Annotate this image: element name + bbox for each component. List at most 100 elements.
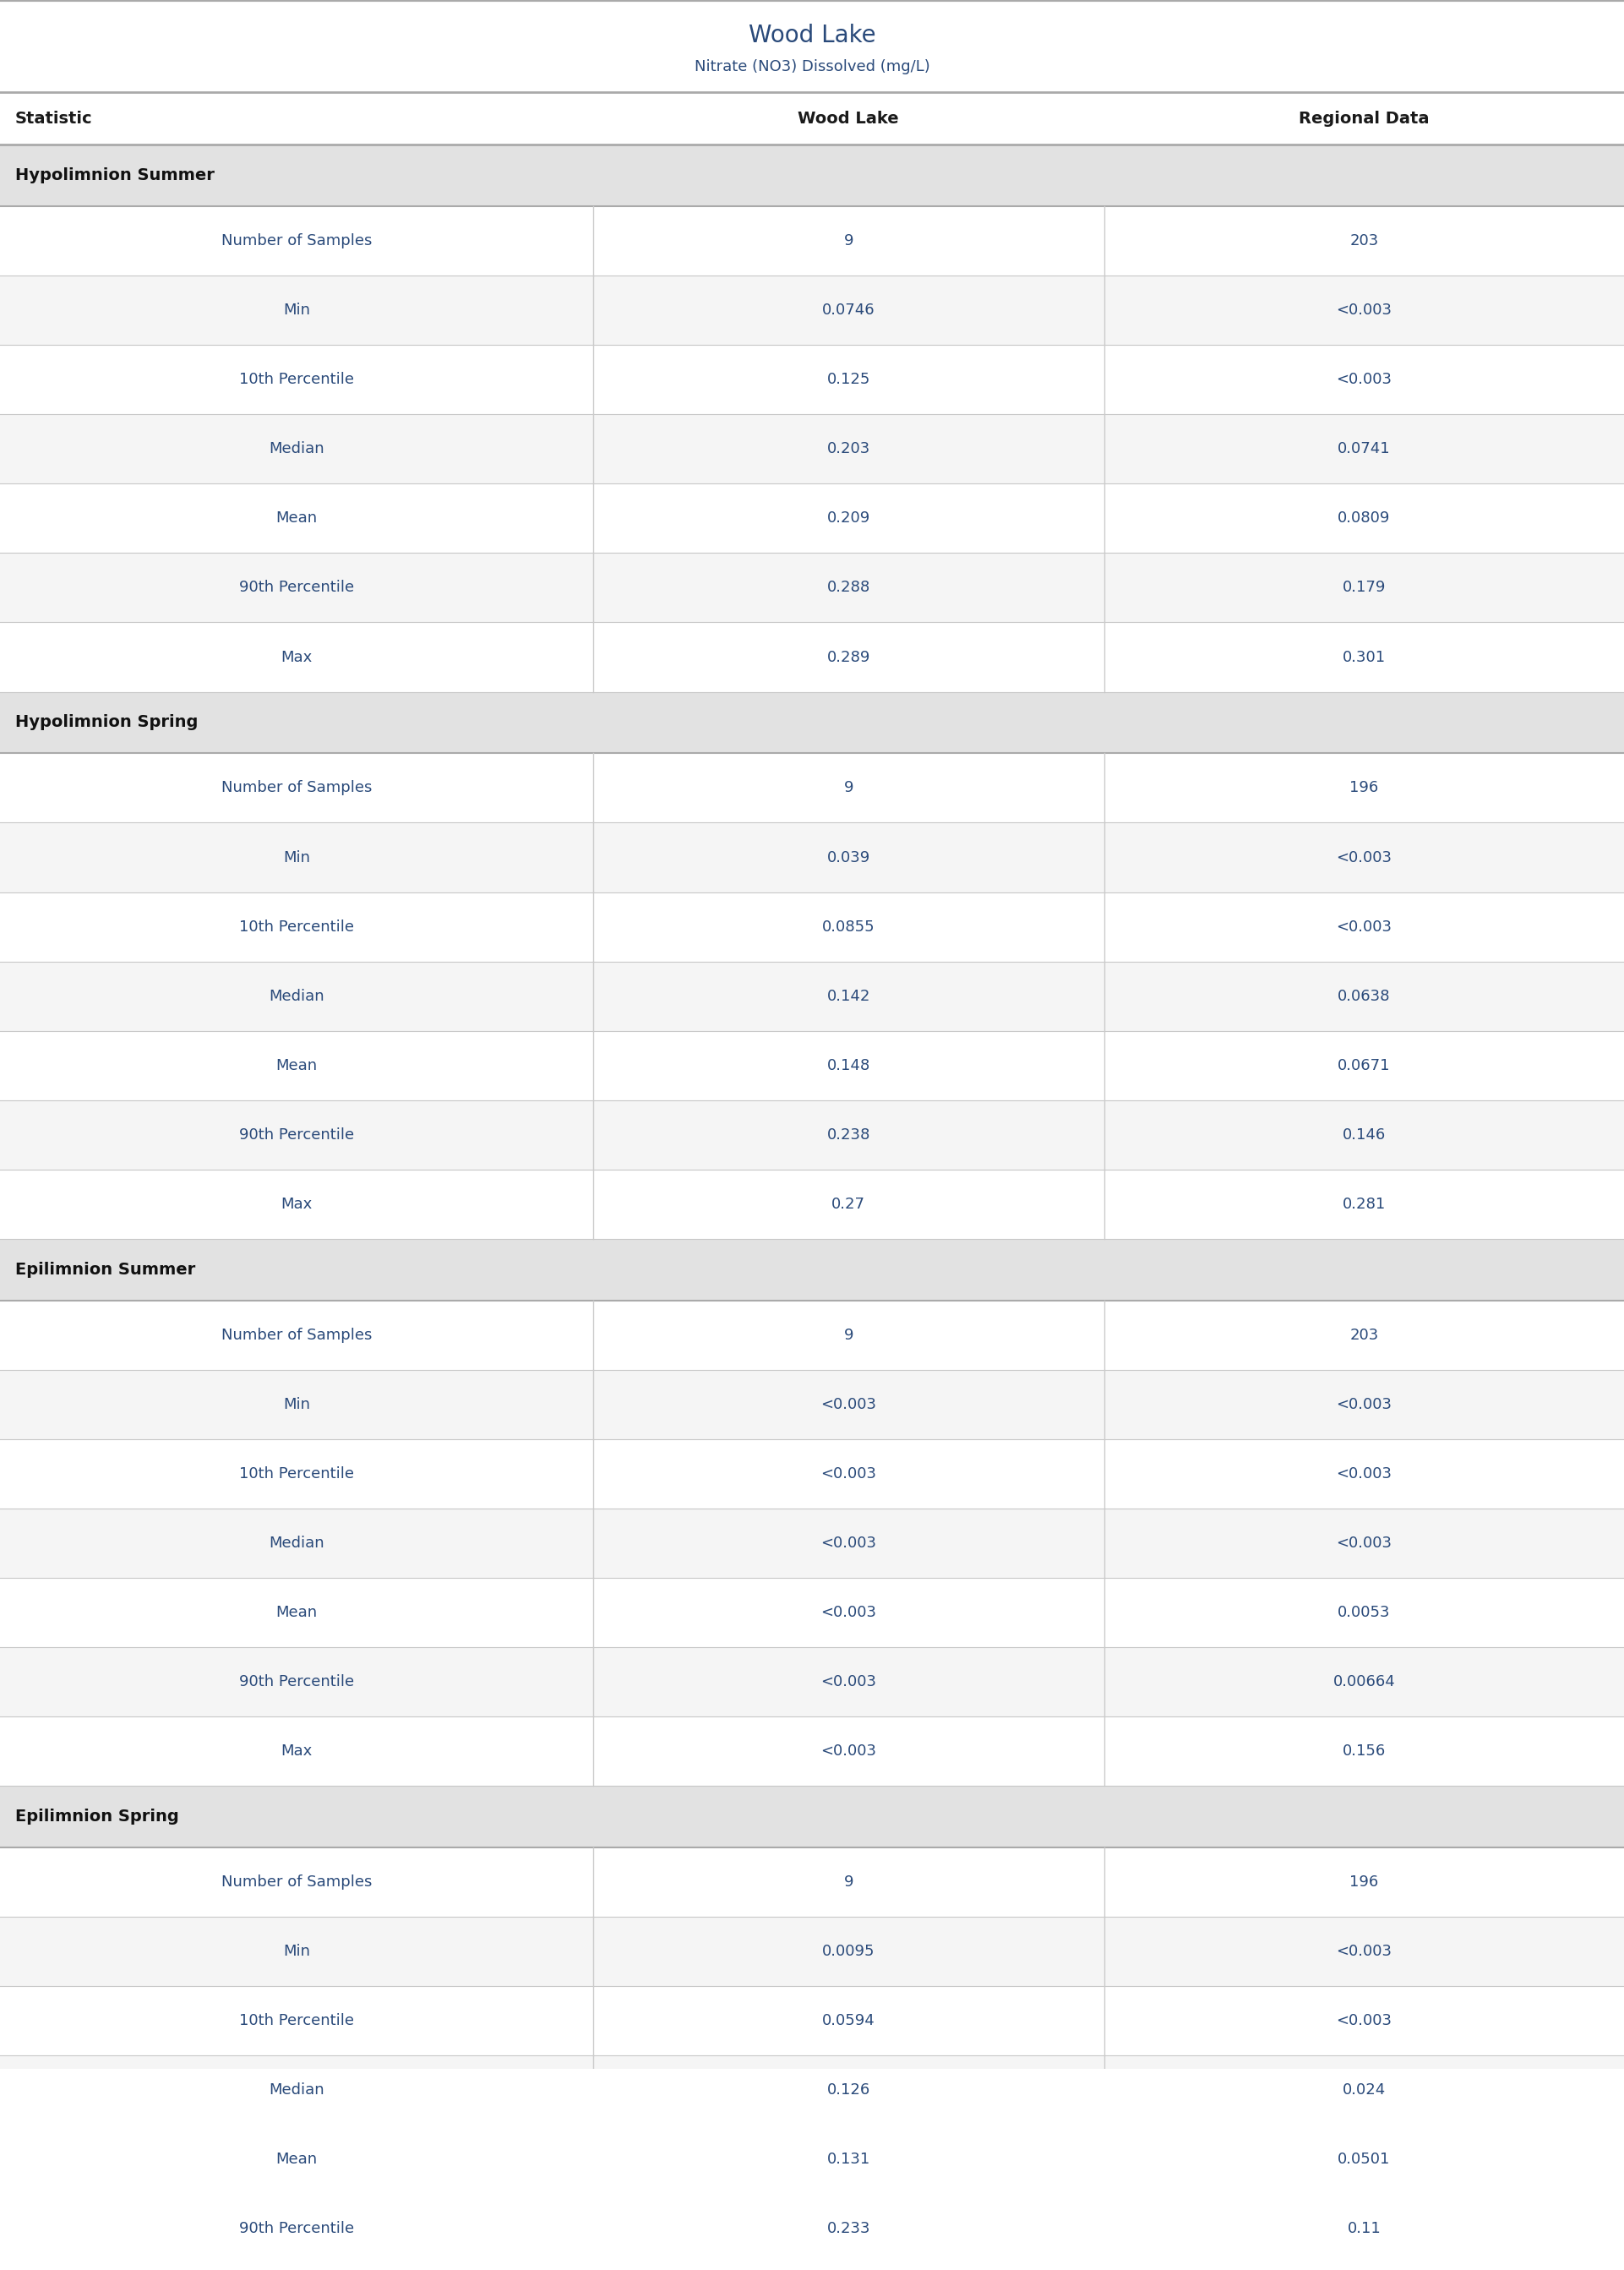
Text: Number of Samples: Number of Samples <box>221 781 372 797</box>
Bar <box>0 1786 1624 1848</box>
Text: 9: 9 <box>844 234 853 250</box>
Text: 0.146: 0.146 <box>1343 1128 1385 1142</box>
Text: 9: 9 <box>844 1328 853 1342</box>
Bar <box>0 1031 1624 1101</box>
Text: Hypolimnion Summer: Hypolimnion Summer <box>15 168 214 184</box>
Text: 0.289: 0.289 <box>827 649 870 665</box>
Bar <box>0 2054 1624 2125</box>
Text: Median: Median <box>268 440 325 456</box>
Bar <box>0 1507 1624 1578</box>
Text: 10th Percentile: 10th Percentile <box>239 2013 354 2027</box>
Text: 0.209: 0.209 <box>827 511 870 527</box>
Text: Min: Min <box>283 1943 310 1959</box>
Text: 0.131: 0.131 <box>827 2152 870 2168</box>
Text: <0.003: <0.003 <box>1337 849 1392 865</box>
Bar <box>0 554 1624 622</box>
Text: 0.024: 0.024 <box>1343 2082 1385 2097</box>
Text: 10th Percentile: 10th Percentile <box>239 372 354 388</box>
Bar <box>0 0 1624 93</box>
Text: 196: 196 <box>1350 1875 1379 1889</box>
Text: Max: Max <box>281 1743 312 1759</box>
Text: 0.11: 0.11 <box>1348 2220 1380 2236</box>
Text: <0.003: <0.003 <box>1337 372 1392 388</box>
Bar <box>0 1169 1624 1239</box>
Text: 0.00664: 0.00664 <box>1333 1673 1395 1689</box>
Text: Number of Samples: Number of Samples <box>221 1875 372 1889</box>
Bar <box>0 1239 1624 1301</box>
Text: 0.179: 0.179 <box>1343 581 1385 595</box>
Text: Number of Samples: Number of Samples <box>221 1328 372 1342</box>
Text: 0.0053: 0.0053 <box>1338 1605 1390 1621</box>
Bar <box>0 1369 1624 1439</box>
Bar <box>0 754 1624 822</box>
Text: 0.0501: 0.0501 <box>1338 2152 1390 2168</box>
Bar <box>0 2125 1624 2193</box>
Text: Mean: Mean <box>276 1058 317 1074</box>
Text: 0.0671: 0.0671 <box>1338 1058 1390 1074</box>
Text: Min: Min <box>283 849 310 865</box>
Text: <0.003: <0.003 <box>1337 302 1392 318</box>
Text: Mean: Mean <box>276 2152 317 2168</box>
Text: <0.003: <0.003 <box>1337 1535 1392 1550</box>
Text: 90th Percentile: 90th Percentile <box>239 1128 354 1142</box>
Text: Number of Samples: Number of Samples <box>221 234 372 250</box>
Bar <box>0 822 1624 892</box>
Text: Epilimnion Summer: Epilimnion Summer <box>15 1262 195 1278</box>
Bar <box>0 1301 1624 1369</box>
Bar <box>0 484 1624 554</box>
Text: Mean: Mean <box>276 511 317 527</box>
Text: <0.003: <0.003 <box>1337 1466 1392 1482</box>
Text: 90th Percentile: 90th Percentile <box>239 2220 354 2236</box>
Text: 0.0095: 0.0095 <box>822 1943 875 1959</box>
Text: 9: 9 <box>844 1875 853 1889</box>
Text: Median: Median <box>268 1535 325 1550</box>
Text: 9: 9 <box>844 781 853 797</box>
Text: <0.003: <0.003 <box>1337 1396 1392 1412</box>
Bar <box>0 692 1624 754</box>
Text: 0.233: 0.233 <box>827 2220 870 2236</box>
Bar <box>0 1848 1624 1916</box>
Bar <box>0 962 1624 1031</box>
Text: Min: Min <box>283 302 310 318</box>
Text: 10th Percentile: 10th Percentile <box>239 1466 354 1482</box>
Text: <0.003: <0.003 <box>1337 1943 1392 1959</box>
Bar <box>0 415 1624 484</box>
Bar <box>0 275 1624 345</box>
Bar <box>0 207 1624 275</box>
Bar <box>0 1648 1624 1716</box>
Text: Regional Data: Regional Data <box>1299 111 1429 127</box>
Text: 0.0638: 0.0638 <box>1338 987 1390 1003</box>
Text: 0.238: 0.238 <box>827 1128 870 1142</box>
Text: Min: Min <box>283 1396 310 1412</box>
Text: 196: 196 <box>1350 781 1379 797</box>
Text: Hypolimnion Spring: Hypolimnion Spring <box>15 715 198 731</box>
Text: Median: Median <box>268 987 325 1003</box>
Text: 0.288: 0.288 <box>827 581 870 595</box>
Bar <box>0 1439 1624 1507</box>
Bar <box>0 2193 1624 2263</box>
Bar <box>0 145 1624 207</box>
Bar <box>0 345 1624 415</box>
Bar <box>0 622 1624 692</box>
Text: <0.003: <0.003 <box>820 1535 877 1550</box>
Text: Wood Lake: Wood Lake <box>749 23 875 48</box>
Text: 90th Percentile: 90th Percentile <box>239 1673 354 1689</box>
Text: 203: 203 <box>1350 234 1379 250</box>
Text: 0.203: 0.203 <box>827 440 870 456</box>
Text: Nitrate (NO3) Dissolved (mg/L): Nitrate (NO3) Dissolved (mg/L) <box>693 59 931 75</box>
Bar <box>0 1101 1624 1169</box>
Bar <box>0 2263 1624 2270</box>
Text: Wood Lake: Wood Lake <box>797 111 900 127</box>
Text: Max: Max <box>281 649 312 665</box>
Text: <0.003: <0.003 <box>820 1396 877 1412</box>
Text: <0.003: <0.003 <box>1337 2013 1392 2027</box>
Bar <box>0 1916 1624 1986</box>
Text: 90th Percentile: 90th Percentile <box>239 581 354 595</box>
Text: 0.0855: 0.0855 <box>822 919 875 935</box>
Text: 0.039: 0.039 <box>827 849 870 865</box>
Text: 0.281: 0.281 <box>1343 1196 1385 1212</box>
Text: Median: Median <box>268 2082 325 2097</box>
Text: <0.003: <0.003 <box>1337 919 1392 935</box>
Text: 0.156: 0.156 <box>1343 1743 1385 1759</box>
Bar <box>0 1986 1624 2054</box>
